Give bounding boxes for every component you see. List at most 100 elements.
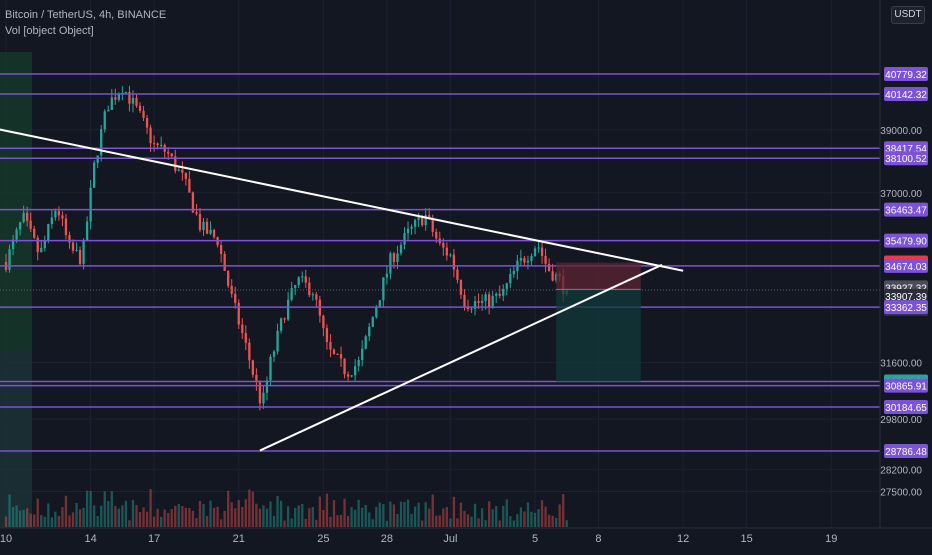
volume-bar-146 <box>519 507 523 527</box>
candle-body <box>502 288 505 296</box>
candle-50 <box>181 161 184 181</box>
volume-bar-84 <box>301 503 304 527</box>
volume-bar-64 <box>230 502 233 527</box>
volume-bar-140 <box>498 520 501 527</box>
candle-body <box>191 192 195 213</box>
volume-bar-89 <box>318 496 322 527</box>
volume-bar-88 <box>315 519 318 527</box>
volume-bar-155 <box>551 515 554 527</box>
volume-bar-69 <box>248 489 251 527</box>
candle-28 <box>103 109 106 133</box>
volume-bar-13 <box>50 517 53 527</box>
trendline-0[interactable] <box>0 122 684 272</box>
currency-button[interactable]: USDT <box>891 6 925 24</box>
candle-84 <box>301 271 304 283</box>
candle-body <box>470 308 473 310</box>
volume-bar-123 <box>438 515 441 527</box>
price-label-13[interactable]: 30184.65 <box>884 400 928 415</box>
legend-symbol[interactable]: Bitcoin / TetherUS, 4h, BINANCE <box>5 9 167 21</box>
candle-37 <box>135 94 138 108</box>
volume-bar-76 <box>272 515 276 527</box>
candle-113 <box>403 227 406 250</box>
candle-152 <box>540 242 544 264</box>
volume-bar-0 <box>4 516 8 527</box>
volume-bar-157 <box>558 504 561 527</box>
volume-bar-144 <box>512 520 515 527</box>
volume-bar-32 <box>117 508 120 527</box>
volume-bar-81 <box>290 518 293 527</box>
volume-bar-53 <box>191 510 195 527</box>
candle-102 <box>364 334 367 350</box>
candle-body <box>371 317 374 327</box>
price-label-4[interactable]: 36463.47 <box>884 202 928 217</box>
candle-5 <box>22 205 25 224</box>
candle-63 <box>227 270 230 288</box>
volume-bar-66 <box>237 500 240 527</box>
price-label-14[interactable]: 28786.48 <box>884 444 928 458</box>
candle-body <box>378 300 381 308</box>
candle-body <box>357 359 360 367</box>
volume-bar-18 <box>68 515 71 527</box>
candle-31 <box>114 88 117 105</box>
candle-body <box>131 97 135 104</box>
candle-body <box>255 374 258 383</box>
candle-30 <box>110 89 113 111</box>
x-tick-label-5: 28 <box>381 533 393 545</box>
volume-bar-48 <box>174 505 177 527</box>
volume-bar-152 <box>540 500 544 527</box>
candle-103 <box>368 322 371 342</box>
candle-96 <box>343 358 346 379</box>
candle-body <box>551 271 554 281</box>
price-label-7[interactable]: 34674.03 <box>884 258 928 273</box>
price-label-12[interactable]: 30865.91 <box>884 378 928 393</box>
candle-98 <box>350 374 353 378</box>
volume-bar-45 <box>163 509 166 527</box>
candle-body <box>142 110 145 118</box>
volume-bar-29 <box>107 500 110 527</box>
candle-body <box>456 269 459 280</box>
candle-body <box>22 212 25 223</box>
volume-bar-6 <box>26 508 29 527</box>
candle-81 <box>290 281 293 302</box>
candle-19 <box>71 239 75 254</box>
y-tick-label-1: 37000.00 <box>880 189 922 200</box>
candle-body <box>396 253 399 262</box>
volume-bar-77 <box>276 495 279 527</box>
legend-volume[interactable]: Vol [object Object] <box>5 25 94 37</box>
volume-bar-49 <box>177 503 180 527</box>
candle-body <box>205 221 209 234</box>
candle-107 <box>382 277 385 308</box>
candle-body <box>445 247 448 256</box>
volume-bar-1 <box>8 494 11 527</box>
candle-39 <box>142 105 145 122</box>
candle-149 <box>530 253 533 267</box>
price-label-5[interactable]: 35479.90 <box>884 233 928 248</box>
candle-112 <box>399 242 403 256</box>
price-label-1[interactable]: 40142.32 <box>884 87 928 102</box>
candle-85 <box>304 269 307 288</box>
candle-body <box>484 294 487 301</box>
volume-bar-68 <box>244 499 247 527</box>
volume-bar-33 <box>121 505 124 527</box>
volume-bar-61 <box>219 519 223 527</box>
trendline-1[interactable] <box>259 263 663 452</box>
price-label-0[interactable]: 40779.32 <box>884 67 928 81</box>
volume-bar-143 <box>509 516 512 527</box>
price-label-10[interactable]: 33362.35 <box>884 300 928 315</box>
price-label-3[interactable]: 38100.52 <box>884 151 928 166</box>
price-label-text: 33927.32 <box>885 283 927 294</box>
candle-body <box>167 151 170 154</box>
candle-body <box>26 212 29 221</box>
candle-body <box>495 293 498 296</box>
candle-52 <box>188 171 191 193</box>
volume-bar-83 <box>297 505 300 527</box>
volume-bar-87 <box>311 507 314 527</box>
volume-bar-91 <box>325 493 329 527</box>
candle-134 <box>477 293 480 309</box>
price-label-text: 38417.54 <box>885 144 927 155</box>
price-label-text: 40142.32 <box>885 90 927 101</box>
candle-146 <box>519 249 523 266</box>
candle-body <box>209 229 212 234</box>
